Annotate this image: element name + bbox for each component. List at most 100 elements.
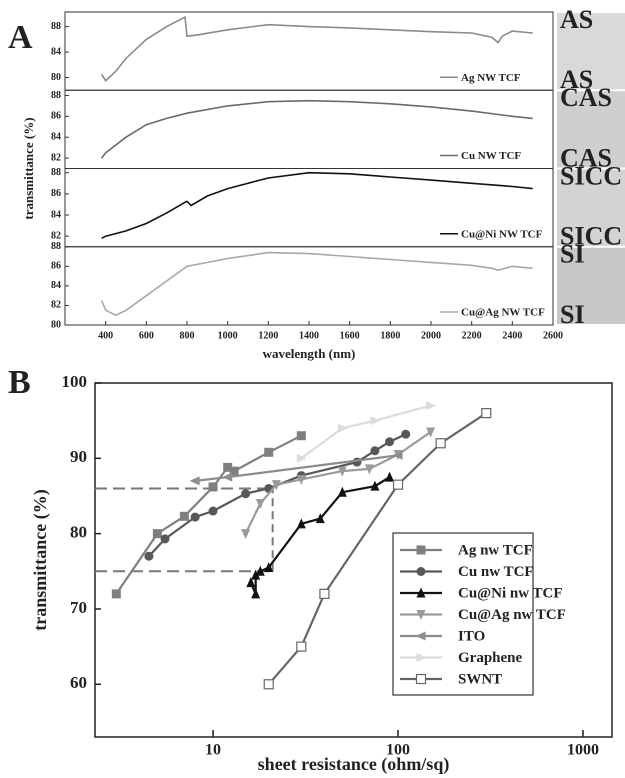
photo-text: AS [560,5,593,34]
y-tick-label: 90 [70,447,87,466]
y-tick-label: 88 [51,241,61,252]
spectrum-line [101,171,533,240]
marker [229,466,239,476]
x-tick-label: 600 [139,330,154,341]
x-tick-label: 1600 [340,330,360,341]
y-tick-label: 82 [51,230,61,241]
marker [264,562,274,573]
marker [160,534,170,544]
photo [557,247,625,324]
y-tick-label: 88 [51,21,61,32]
marker [319,588,330,599]
marker [190,512,200,522]
panel-label: B [8,364,31,401]
marker [189,476,200,486]
plot-frame [94,382,613,738]
marker [416,545,426,555]
marker [401,429,411,439]
marker [255,565,265,576]
y-tick-label: 86 [51,261,61,272]
legend-label: Cu@Ag NW TCF [461,307,545,319]
marker [415,631,426,641]
legend-label: Ag nw TCF [458,542,533,558]
y-tick-label: 86 [51,188,61,199]
marker [364,464,374,475]
y-tick-label: 88 [51,90,61,101]
marker [296,431,306,441]
marker [337,486,347,497]
marker [264,447,274,457]
marker [370,416,381,426]
x-tick-label: 10 [205,742,221,759]
y-tick-label: 100 [62,372,88,391]
marker [296,474,306,485]
y-tick-label: 84 [51,46,61,57]
x-tick-label: 1400 [299,330,319,341]
y-tick-label: 82 [51,152,61,163]
marker [263,679,274,690]
y-tick-label: 84 [51,209,61,220]
spectrum-line [100,15,533,82]
marker [352,457,362,467]
spectrum-line [100,99,533,159]
legend-label: Ag NW TCF [461,72,521,84]
marker [246,577,256,588]
legend-label: Cu NW TCF [461,150,521,162]
marker [416,653,427,662]
legend-label: Cu nw TCF [458,564,534,580]
photo-text: SI [560,300,585,329]
marker [481,408,492,419]
photo-text: SICC [560,222,622,251]
series-line [300,404,431,460]
y-tick-label: 80 [70,523,87,542]
photo [557,13,625,90]
x-tick-label: 100 [386,742,410,759]
spectrum-line [100,251,533,317]
marker [426,401,437,411]
marker [416,587,426,598]
marker [296,453,307,463]
y-axis-label: transmittance (%) [30,489,51,630]
x-tick-label: 2200 [462,330,482,341]
marker [111,589,121,599]
y-tick-label: 84 [51,131,61,142]
marker [251,588,261,599]
panel-label: A [8,19,33,56]
x-tick-label: 800 [180,330,195,341]
marker [208,506,218,516]
x-tick-label: 2400 [502,330,522,341]
marker [223,462,233,472]
y-tick-label: 86 [51,111,61,122]
marker [370,446,380,456]
marker [296,518,306,529]
marker [415,673,427,685]
x-tick-label: 1200 [258,330,278,341]
marker [337,423,348,433]
legend-label: Cu@Ni nw TCF [458,585,563,601]
x-tick-label: 2600 [543,330,563,341]
legend-label: Cu@Ag nw TCF [458,607,566,623]
legend-box [392,532,534,696]
y-tick-label: 60 [70,673,87,692]
marker [271,480,281,491]
marker [416,610,426,620]
marker [416,567,426,576]
series-line [249,476,391,595]
marker [241,489,251,499]
series-line [148,433,407,557]
photo-text: AS [560,65,593,94]
x-tick-label: 2000 [421,330,441,341]
marker [255,499,265,510]
x-tick-label: 400 [98,330,113,341]
marker [152,529,162,539]
y-axis-label: transmittance (%) [21,117,36,219]
photo-text: SICC [560,161,622,190]
y-tick-label: 70 [70,598,87,617]
y-tick-label: 80 [51,319,61,330]
marker [392,479,404,490]
marker [370,480,380,491]
photo-text: CAS [560,83,612,112]
marker [435,438,446,449]
